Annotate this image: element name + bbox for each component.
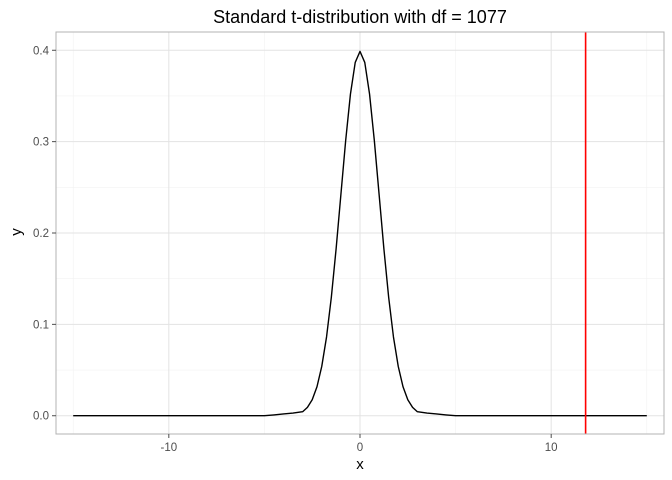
x-tick-label: 0 [357, 442, 363, 454]
chart-title: Standard t-distribution with df = 1077 [213, 7, 507, 27]
series-layer [73, 50, 647, 417]
major-gridlines [56, 32, 664, 434]
y-tick-label: 0.4 [33, 45, 50, 57]
y-tick-label: 0.1 [33, 319, 49, 331]
x-axis-title: x [356, 456, 364, 473]
x-tick-label: 10 [545, 442, 558, 454]
y-tick-label: 0.3 [33, 137, 49, 149]
y-tick-label: 0.2 [33, 228, 49, 240]
y-tick-label: 0.0 [33, 411, 49, 423]
density-curve [73, 50, 647, 417]
y-axis-title: y [8, 228, 25, 236]
x-tick-label: -10 [160, 442, 177, 454]
tick-labels: -10 0 10 0.0 0.1 0.2 0.3 0.4 [33, 45, 558, 454]
axis-ticks [52, 49, 552, 438]
